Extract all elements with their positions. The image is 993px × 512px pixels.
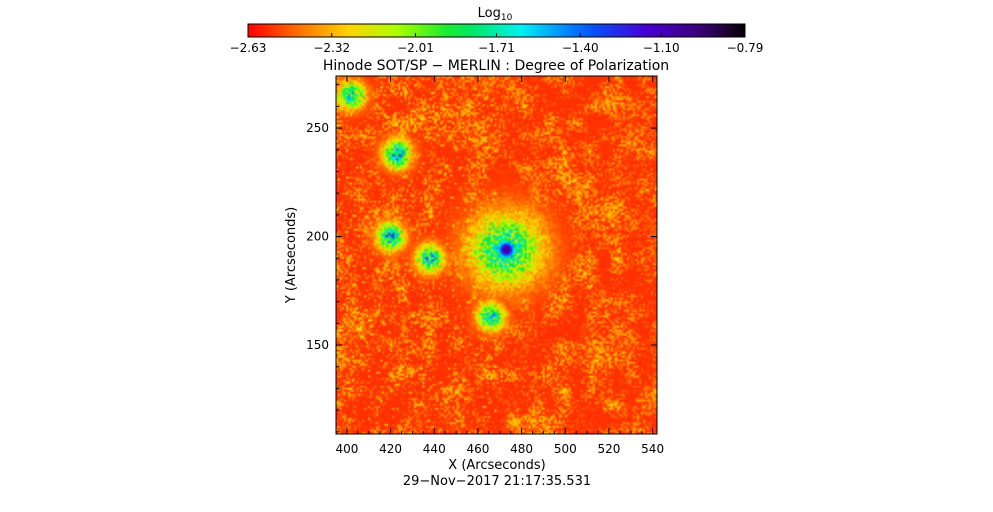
plot-frame [335,75,658,435]
x-tick-label: 460 [466,442,489,456]
colorbar-tick-label: −2.32 [313,41,350,55]
colorbar-tick-label: −1.40 [562,41,599,55]
y-axis-label: Y (Arcseconds) [284,207,299,304]
x-axis: 400 420 440 460 480 500 520 540 [335,76,664,456]
colorbar-label: Log10 [478,6,513,23]
colorbar-ticks: −2.63 −2.32 −2.01 −1.71 −1.40 −1.10 −0.79 [230,33,764,55]
colorbar-tick-label: −1.10 [643,41,680,55]
colorbar-tick-label: −1.71 [478,41,515,55]
x-tick-label: 500 [554,442,577,456]
x-tick-label: 420 [379,442,402,456]
y-tick-label: 150 [306,338,329,352]
x-tick-label: 440 [423,442,446,456]
y-tick-label: 200 [306,230,329,244]
timestamp: 29−Nov−2017 21:17:35.531 [403,474,591,489]
x-tick-label: 540 [641,442,664,456]
colorbar-tick-label: −2.01 [397,41,434,55]
heatmap [336,76,657,434]
y-tick-label: 250 [306,121,329,135]
x-axis-label: X (Arcseconds) [448,458,545,473]
y-axis: 150 200 250 [306,84,657,433]
heatmap-image [336,76,657,434]
chart-title: Hinode SOT/SP − MERLIN : Degree of Polar… [323,58,669,74]
x-tick-label: 480 [510,442,533,456]
colorbar-tick-label: −2.63 [230,41,267,55]
colorbar-tick-label: −0.79 [727,41,764,55]
x-tick-label: 520 [598,442,621,456]
x-tick-label: 400 [335,442,358,456]
